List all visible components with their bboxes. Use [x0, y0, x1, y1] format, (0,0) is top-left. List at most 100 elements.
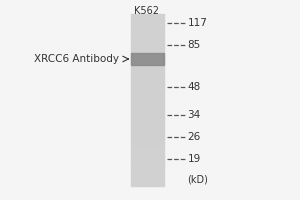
Bar [130, 33, 164, 34]
Bar [130, 53, 164, 64]
Bar [130, 116, 164, 117]
Bar [130, 34, 164, 36]
Bar [130, 37, 164, 38]
Bar [130, 180, 164, 182]
Bar [130, 35, 164, 37]
Bar [130, 129, 164, 130]
Bar [130, 139, 164, 140]
Bar [130, 30, 164, 31]
Bar [130, 77, 164, 79]
Bar [130, 41, 164, 43]
Bar [130, 44, 164, 46]
Bar [130, 120, 164, 122]
Bar [130, 162, 164, 163]
Bar [130, 146, 164, 147]
Bar [130, 107, 164, 109]
Bar [130, 169, 164, 170]
Bar [130, 136, 164, 137]
Bar [130, 133, 164, 134]
Bar [130, 73, 164, 74]
Bar [130, 99, 164, 100]
Bar [130, 54, 164, 56]
Bar [130, 64, 164, 66]
Text: 48: 48 [188, 82, 201, 92]
Bar [130, 137, 164, 139]
Bar [130, 152, 164, 153]
Bar [130, 170, 164, 172]
Bar [130, 15, 164, 17]
Bar [130, 81, 164, 83]
Bar [130, 149, 164, 150]
Text: (kD): (kD) [188, 174, 208, 184]
Bar [130, 185, 164, 186]
Bar [130, 175, 164, 176]
Bar [130, 17, 164, 18]
Bar [130, 21, 164, 23]
Bar [130, 56, 164, 57]
Bar [130, 163, 164, 164]
Bar [130, 50, 164, 51]
Bar [130, 51, 164, 53]
Bar [130, 182, 164, 183]
Bar [130, 79, 164, 80]
Bar [130, 27, 164, 28]
Bar [130, 48, 164, 50]
Bar [130, 71, 164, 73]
Bar [130, 154, 164, 156]
Bar [130, 57, 164, 58]
Bar [130, 114, 164, 116]
Bar [130, 91, 164, 93]
Bar [130, 25, 164, 27]
Bar [130, 109, 164, 110]
Bar [130, 63, 164, 64]
Bar [130, 89, 164, 90]
Bar [130, 104, 164, 106]
Bar [130, 157, 164, 159]
Bar [130, 94, 164, 96]
Bar [130, 100, 164, 101]
Bar [130, 119, 164, 120]
Text: 117: 117 [188, 18, 207, 28]
Bar [130, 103, 164, 104]
Bar [130, 110, 164, 111]
Bar [130, 124, 164, 126]
Bar [130, 176, 164, 177]
Bar [130, 130, 164, 132]
Bar [130, 70, 164, 71]
Bar [130, 123, 164, 124]
Bar [130, 179, 164, 180]
Bar [130, 140, 164, 142]
Bar [130, 96, 164, 97]
Bar [130, 117, 164, 119]
Bar [130, 14, 164, 15]
Bar [130, 101, 164, 103]
Bar [130, 172, 164, 173]
Bar [130, 61, 164, 63]
Bar [130, 40, 164, 41]
Bar [130, 84, 164, 86]
Bar [130, 60, 164, 61]
Text: 34: 34 [188, 110, 201, 120]
Bar [130, 31, 164, 33]
Bar [130, 28, 164, 30]
Text: 19: 19 [188, 154, 201, 164]
Bar [130, 122, 164, 123]
Bar [130, 38, 164, 40]
Bar [130, 113, 164, 114]
Bar [130, 47, 164, 48]
Bar [130, 74, 164, 76]
Bar [130, 93, 164, 94]
Bar [130, 80, 164, 81]
Bar [130, 183, 164, 185]
Bar [130, 66, 164, 67]
Bar [130, 86, 164, 87]
Bar [130, 153, 164, 154]
Bar [130, 87, 164, 89]
Text: K562: K562 [134, 6, 159, 16]
Bar [130, 43, 164, 44]
Bar [130, 156, 164, 157]
Bar [130, 142, 164, 143]
Bar [130, 68, 164, 70]
Bar [130, 111, 164, 113]
Text: XRCC6 Antibody: XRCC6 Antibody [34, 54, 119, 64]
